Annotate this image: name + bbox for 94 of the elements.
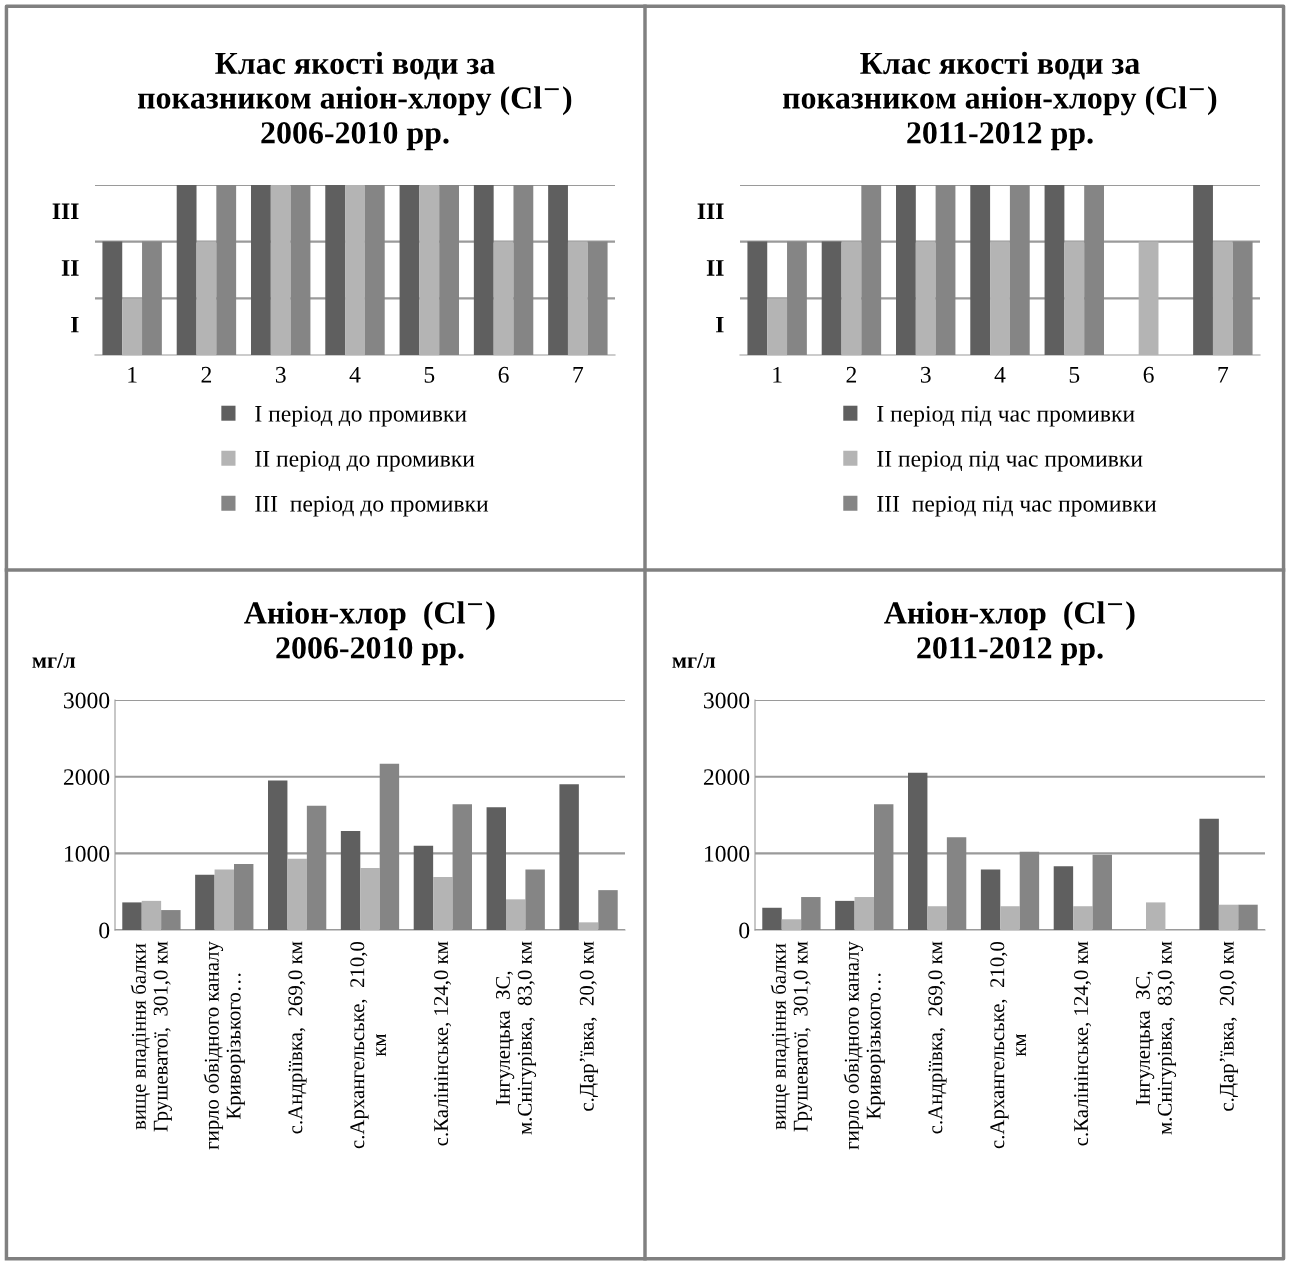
x-tick-label: 7 (573, 367, 584, 383)
x-tick-label: 5 (424, 367, 435, 383)
bar (835, 900, 855, 930)
bar (1019, 851, 1040, 930)
bar (161, 910, 181, 930)
x-tick-label: вище впадіння балки Грушеватої, 301,0 км (770, 941, 812, 1132)
bar (306, 805, 327, 930)
bar (287, 858, 307, 930)
bar (1238, 904, 1258, 930)
legend-label: II період до промивки (255, 450, 475, 472)
chart-title: Аніон-хлор (Cl$^{−}$) 2006-2010 рр. (244, 601, 495, 666)
legend-label: I період під час промивки (877, 405, 1135, 427)
bar (854, 897, 874, 930)
x-tick-label: с.Архангельське, 210,0 км (350, 941, 386, 1149)
x-tick-label: Інгулецька ЗС, м.Снігурівка, 83,0 км (1135, 941, 1177, 1135)
x-tick-label: с.Архангельське, 210,0 км (990, 941, 1026, 1149)
bar (598, 890, 618, 930)
bar (908, 772, 928, 930)
x-tick-label: с.Андріївка, 269,0 км (928, 941, 947, 1134)
bar (1053, 866, 1074, 930)
legend-label: I період до промивки (255, 405, 467, 427)
x-tick-label: 7 (1218, 367, 1229, 383)
x-tick-label: с.Калінінське, 124,0 км (1074, 941, 1092, 1146)
y-tick-label: 0 (99, 922, 110, 939)
bar (762, 907, 782, 930)
legend-label: III період до промивки (255, 495, 489, 517)
x-tick-label: 3 (920, 366, 931, 383)
bar (801, 897, 821, 930)
text: III (697, 203, 724, 220)
x-tick-label: 2 (201, 366, 212, 383)
x-tick-label: 4 (349, 366, 361, 383)
text: II (706, 260, 724, 276)
bar (379, 763, 400, 930)
bar (141, 900, 162, 930)
text: III (52, 203, 79, 220)
bar (1073, 906, 1093, 930)
bar (360, 867, 380, 930)
x-tick-label: 6 (498, 366, 509, 383)
bar (874, 804, 894, 930)
bar (781, 919, 802, 930)
bar (578, 922, 599, 930)
text: I (71, 316, 79, 333)
x-tick-label: 3 (275, 366, 286, 383)
bar (452, 804, 472, 930)
bar (340, 831, 361, 930)
bar (1199, 818, 1219, 930)
bar (433, 877, 453, 930)
x-tick-label: с.Калінінське, 124,0 км (434, 941, 452, 1146)
bar (1146, 902, 1166, 930)
bar (122, 902, 142, 930)
chart-title: Аніон-хлор (Cl$^{−}$) 2011-2012 рр. (884, 601, 1135, 666)
bar (234, 864, 254, 930)
bar (1092, 854, 1112, 930)
x-tick-label: с.Дар’ївка, 20,0 км (579, 941, 599, 1111)
bar (1218, 904, 1239, 930)
x-tick-label: Інгулецька ЗС, м.Снігурівка, 83,0 км (495, 941, 537, 1135)
x-tick-label: 2 (846, 366, 857, 383)
x-tick-label: вище впадіння балки Грушеватої, 301,0 км (130, 941, 172, 1132)
x-tick-label: гирло обвідного каналу Криворізького… (203, 941, 245, 1150)
y-axis-title: мг/л (672, 653, 716, 668)
bar (486, 807, 506, 930)
y-tick-label: 2000 (703, 769, 750, 786)
bar (195, 874, 215, 930)
x-tick-label: 4 (994, 366, 1006, 383)
chart-title: Клас якості води за показником аніон-хлору (Cl$^{−}$) 2006-2010 рр. (137, 51, 572, 151)
bar (980, 869, 1001, 930)
legend-label: II період під час промивки (877, 450, 1143, 472)
x-tick-label: 1 (773, 366, 782, 383)
x-tick-label: 6 (1143, 366, 1154, 383)
y-tick-label: 3000 (64, 692, 110, 709)
y-tick-label: 1000 (704, 845, 750, 862)
bar (927, 906, 947, 930)
bar (413, 845, 434, 930)
y-tick-label: 0 (739, 922, 750, 939)
bar (214, 869, 234, 930)
bar (559, 784, 579, 930)
y-tick-label: 1000 (64, 845, 110, 862)
bar (525, 869, 545, 930)
bar (1000, 906, 1020, 930)
x-tick-label: гирло обвідного каналу Криворізького… (843, 941, 885, 1150)
x-tick-label: 5 (1069, 367, 1080, 383)
y-tick-label: 3000 (704, 692, 750, 709)
bar (506, 899, 526, 930)
x-tick-label: с.Дар’ївка, 20,0 км (1219, 941, 1239, 1111)
y-tick-label: 2000 (63, 769, 110, 786)
text: II (61, 260, 79, 276)
legend-label: III період під час промивки (877, 495, 1157, 517)
bar (946, 837, 967, 930)
x-tick-label: с.Андріївка, 269,0 км (288, 941, 307, 1134)
chart-title: Клас якості води за показником аніон-хлору (Cl$^{−}$) 2011-2012 рр. (782, 51, 1217, 151)
text: I (716, 316, 724, 333)
y-axis-title: мг/л (32, 653, 76, 668)
x-tick-label: 1 (128, 366, 137, 383)
bar (268, 780, 288, 930)
